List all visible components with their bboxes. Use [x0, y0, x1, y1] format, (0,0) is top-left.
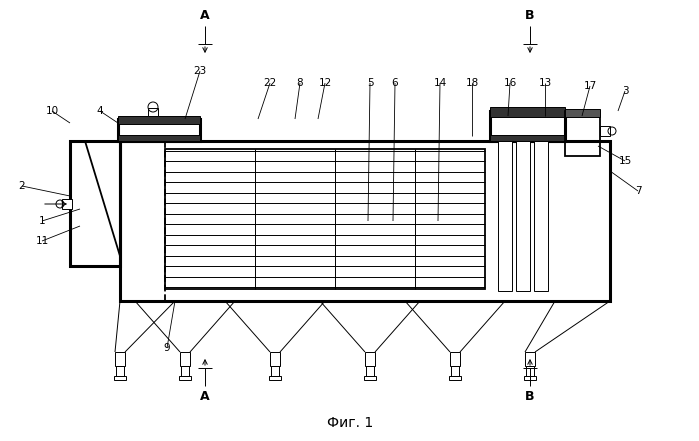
Text: 22: 22 — [264, 78, 277, 88]
Text: 16: 16 — [503, 78, 517, 88]
Text: 23: 23 — [194, 66, 207, 76]
Text: A: A — [200, 390, 210, 403]
Text: A: A — [200, 9, 210, 22]
Bar — [524, 376, 536, 380]
Bar — [120, 141, 610, 301]
Text: Фиг. 1: Фиг. 1 — [327, 416, 373, 430]
Bar — [181, 366, 189, 376]
Bar — [116, 366, 124, 376]
Bar — [115, 352, 125, 366]
Text: 11: 11 — [36, 236, 49, 246]
Bar — [449, 376, 461, 380]
Bar — [450, 352, 460, 366]
Bar — [451, 366, 459, 376]
Text: 9: 9 — [164, 343, 171, 353]
Bar — [180, 352, 190, 366]
Bar — [490, 135, 565, 141]
Bar — [271, 366, 279, 376]
Text: 8: 8 — [296, 78, 303, 88]
Text: 10: 10 — [45, 106, 59, 116]
Text: B: B — [525, 9, 535, 22]
Text: B: B — [525, 390, 535, 403]
Bar — [534, 141, 548, 291]
Bar — [366, 366, 374, 376]
Text: 5: 5 — [367, 78, 373, 88]
Bar — [118, 119, 200, 141]
Bar — [525, 352, 535, 366]
Text: 7: 7 — [635, 186, 641, 196]
Text: 12: 12 — [318, 78, 331, 88]
Bar — [364, 376, 376, 380]
Bar — [490, 107, 565, 117]
Text: 2: 2 — [19, 181, 25, 191]
Bar — [565, 109, 600, 117]
Bar — [565, 111, 600, 156]
Bar — [526, 366, 534, 376]
Bar — [179, 376, 191, 380]
Text: 17: 17 — [584, 81, 597, 91]
Text: 6: 6 — [391, 78, 398, 88]
Text: 15: 15 — [619, 156, 632, 166]
Bar — [114, 376, 126, 380]
Bar — [600, 126, 610, 136]
Bar — [62, 199, 72, 209]
Bar — [498, 141, 512, 291]
Bar — [270, 352, 280, 366]
Bar — [165, 149, 485, 289]
Bar — [70, 141, 120, 266]
Text: 18: 18 — [466, 78, 479, 88]
Bar — [516, 141, 530, 291]
Text: 14: 14 — [433, 78, 447, 88]
Bar — [365, 352, 375, 366]
Text: 4: 4 — [96, 106, 103, 116]
Bar — [118, 116, 200, 124]
Text: 3: 3 — [621, 86, 628, 96]
Bar — [148, 108, 158, 116]
Bar — [490, 111, 565, 141]
Text: 13: 13 — [538, 78, 552, 88]
Bar — [118, 135, 200, 141]
Text: 1: 1 — [38, 216, 45, 226]
Bar — [269, 376, 281, 380]
